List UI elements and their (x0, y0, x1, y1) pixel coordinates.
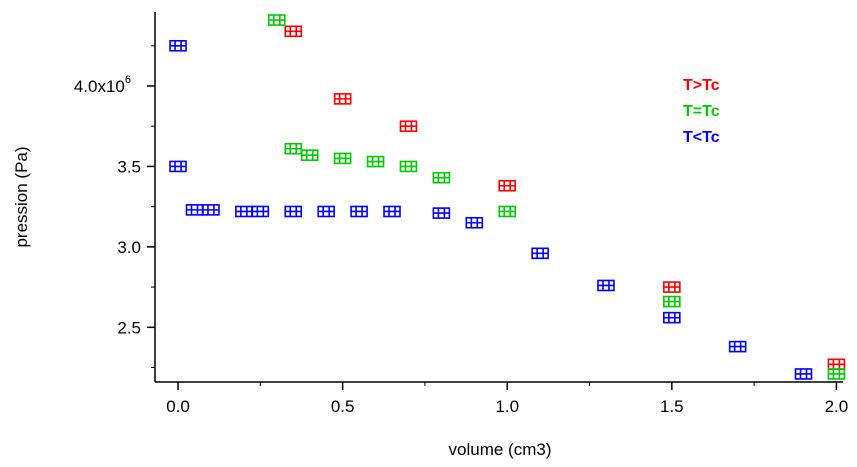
x-axis-label: volume (cm3) (449, 440, 552, 459)
data-point (366, 155, 385, 168)
y-tick-label: 4.0x106 (74, 74, 131, 96)
y-axis-ticks: 2.5 3.0 3.5 4.0x106 (74, 45, 155, 369)
data-point (432, 207, 451, 219)
y-tick-exponent: 6 (125, 74, 131, 86)
data-point (432, 171, 451, 184)
data-point (169, 160, 187, 173)
data-point (531, 247, 549, 260)
legend-entry: T<Tc (683, 129, 720, 146)
data-points (169, 14, 846, 380)
data-point (399, 120, 418, 133)
plot-area (154, 12, 843, 383)
data-point (399, 160, 418, 173)
data-point (333, 93, 352, 105)
y-tick-label: 3.5 (117, 157, 141, 176)
data-point (383, 205, 401, 218)
data-point (663, 295, 681, 308)
x-axis-ticks: 0.0 0.5 1.0 1.5 2.0 (166, 382, 848, 416)
y-tick-label: 3.0 (117, 238, 141, 257)
data-point (728, 340, 747, 353)
x-tick-label: 2.0 (825, 397, 849, 416)
data-point (465, 216, 484, 229)
data-point (317, 205, 335, 218)
data-point (663, 311, 681, 324)
y-tick-label: 2.5 (117, 318, 141, 337)
data-point (284, 142, 303, 155)
data-point (663, 281, 681, 293)
data-point (350, 205, 368, 218)
legend-entry: T=Tc (683, 103, 720, 120)
data-point (251, 205, 270, 218)
data-point (498, 179, 517, 192)
data-point (827, 358, 846, 371)
data-point (794, 368, 813, 380)
x-tick-label: 0.0 (166, 397, 190, 416)
data-point (498, 205, 517, 218)
data-point (827, 368, 846, 380)
data-point (235, 205, 253, 218)
x-tick-label: 1.0 (495, 397, 519, 416)
data-point (597, 279, 615, 292)
x-tick-label: 0.5 (331, 397, 355, 416)
data-point (333, 152, 352, 165)
data-point (300, 149, 319, 161)
y-axis-label: pression (Pa) (12, 146, 31, 247)
legend: T>Tc T=Tc T<Tc (683, 77, 720, 146)
legend-entry: T>Tc (683, 77, 720, 94)
data-point (169, 39, 187, 52)
data-point (284, 25, 303, 38)
data-point (202, 204, 220, 216)
data-point (267, 14, 286, 26)
x-tick-label: 1.5 (660, 397, 684, 416)
data-point (185, 204, 204, 216)
data-point (284, 205, 303, 218)
